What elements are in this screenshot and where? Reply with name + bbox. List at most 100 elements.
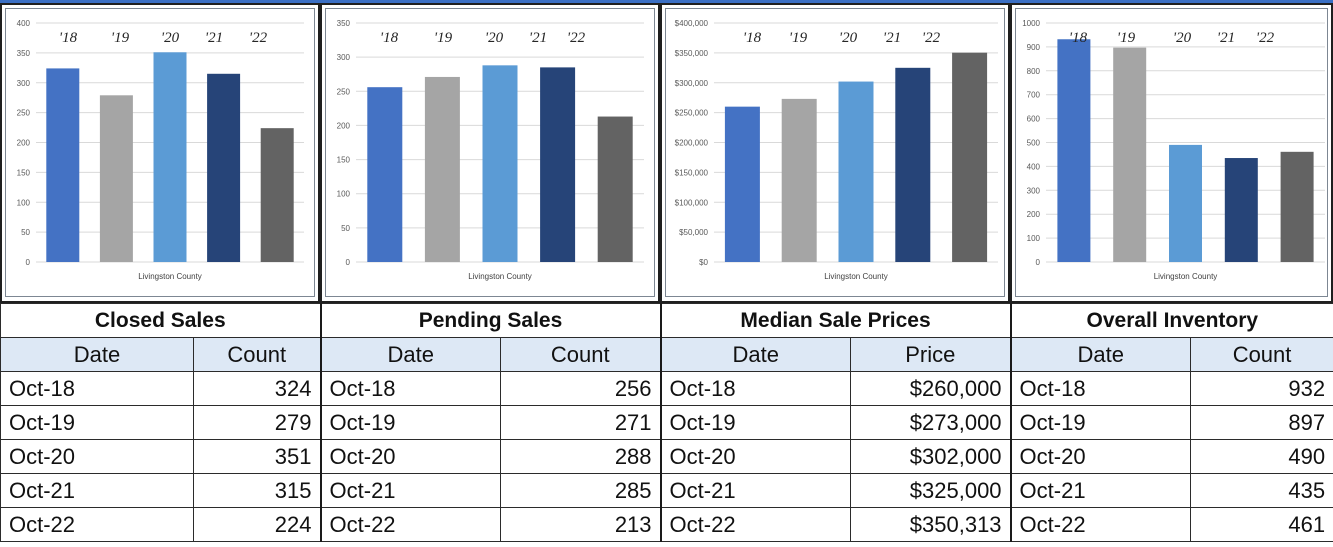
y-tick-label: 900 [1027,43,1041,52]
date-cell: Oct-20 [319,439,502,474]
bar [1280,151,1314,262]
date-cell: Oct-22 [319,507,502,542]
y-tick-label: $350,000 [675,49,709,58]
y-tick-label: 600 [1027,115,1041,124]
bar [99,95,133,262]
value-cell: $260,000 [850,371,1012,406]
x-axis-label: Livingston County [824,272,888,281]
table-row: Oct-22 224 Oct-22 213 Oct-22 $350,313 Oc… [0,507,1333,542]
y-tick-label: 250 [337,87,351,96]
y-tick-label: 200 [17,139,31,148]
date-cell: Oct-20 [1009,439,1192,474]
y-tick-label: 200 [1027,210,1041,219]
bar [153,52,187,263]
summary-tables: Closed Sales Pending Sales Median Sale P… [0,303,1333,547]
category-label: '22 [567,30,586,46]
column-header: Count [1190,337,1333,372]
date-cell: Oct-19 [1009,405,1192,440]
overall-inventory-title: Overall Inventory [1009,303,1333,338]
table-title-row: Closed Sales Pending Sales Median Sale P… [0,303,1333,338]
y-tick-label: $50,000 [679,228,708,237]
y-tick-label: 0 [26,258,31,267]
value-cell: $325,000 [850,473,1012,508]
y-tick-label: $400,000 [675,19,709,28]
bar [597,116,633,263]
y-tick-label: 50 [341,224,350,233]
category-label: '21 [883,30,901,46]
closed-sales-title: Closed Sales [0,303,322,338]
bar [260,128,294,262]
category-label: '22 [249,30,268,46]
median-sale-prices-chart-panel: $0 $50,000 $100,000 $150,000 $200,000 $250,00… [660,3,1010,303]
category-label: '21 [1217,30,1235,46]
value-cell: 461 [1190,507,1333,542]
category-label: '19 [111,30,130,46]
y-tick-label: 1000 [1022,19,1040,28]
median-sale-prices-chart: $0 $50,000 $100,000 $150,000 $200,000 $250,00… [675,19,998,281]
date-cell: Oct-20 [659,439,852,474]
top-accent-line [0,0,1333,3]
bar [1224,158,1258,262]
y-tick-label: 700 [1027,91,1041,100]
y-tick-label: $100,000 [675,198,709,207]
date-cell: Oct-19 [319,405,502,440]
bar [424,76,460,263]
value-cell: 224 [192,507,322,542]
category-label: '20 [485,30,504,46]
y-tick-label: 150 [17,168,31,177]
bar [46,68,80,262]
bar [781,98,817,262]
bar [1113,47,1147,262]
value-cell: $350,313 [850,507,1012,542]
closed-sales-chart-panel: 0 50 100 150 200 250 300 350 400 '18 '19 '20 '21 '22 L… [0,3,320,303]
date-cell: Oct-19 [659,405,852,440]
date-cell: Oct-22 [1009,507,1192,542]
y-tick-label: 0 [1036,258,1041,267]
y-tick-label: 200 [337,121,351,130]
category-label: '18 [1069,30,1088,46]
date-cell: Oct-21 [1009,473,1192,508]
overall-inventory-chart-frame: 0 100 200 300 400 500 600 700 800 900 1000 '18 '19 '2… [1015,8,1328,297]
column-header: Date [319,337,502,372]
bar [207,73,241,262]
pending-sales-title: Pending Sales [319,303,662,338]
category-label: '22 [1256,30,1275,46]
bar [1057,39,1091,262]
date-cell: Oct-21 [659,473,852,508]
category-label: '19 [1117,30,1136,46]
category-label: '20 [161,30,180,46]
value-cell: 279 [192,405,322,440]
overall-inventory-chart-panel: 0 100 200 300 400 500 600 700 800 900 1000 '18 '19 '2… [1010,3,1333,303]
column-header: Count [192,337,322,372]
value-cell: $302,000 [850,439,1012,474]
column-header: Date [1009,337,1192,372]
date-cell: Oct-18 [659,371,852,406]
x-axis-label: Livingston County [468,272,532,281]
y-tick-label: 100 [1027,234,1041,243]
value-cell: $273,000 [850,405,1012,440]
bar [895,67,931,262]
bar [1169,144,1202,262]
date-cell: Oct-22 [0,507,194,542]
y-tick-label: 400 [1027,162,1041,171]
value-cell: 271 [500,405,662,440]
y-tick-label: 50 [21,228,30,237]
summary-table: Closed Sales Pending Sales Median Sale P… [0,303,1333,542]
value-cell: 897 [1190,405,1333,440]
y-tick-label: $0 [699,258,708,267]
value-cell: 285 [500,473,662,508]
date-cell: Oct-18 [1009,371,1192,406]
table-row: Oct-20 351 Oct-20 288 Oct-20 $302,000 Oc… [0,439,1333,474]
category-label: '21 [529,30,547,46]
bar [724,106,760,263]
y-tick-label: 400 [17,19,31,28]
closed-sales-chart: 0 50 100 150 200 250 300 350 400 '18 '19 '20 '21 '22 L… [17,19,304,281]
y-tick-label: 800 [1027,67,1041,76]
column-header: Date [0,337,194,372]
category-label: '21 [205,30,223,46]
date-cell: Oct-21 [319,473,502,508]
value-cell: 490 [1190,439,1333,474]
y-tick-label: 0 [346,258,351,267]
column-header: Price [850,337,1012,372]
bar [482,65,518,262]
